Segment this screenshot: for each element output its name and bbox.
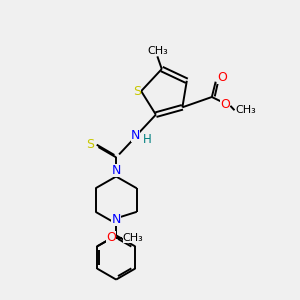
- Text: CH₃: CH₃: [147, 46, 168, 56]
- Text: O: O: [217, 71, 227, 84]
- Text: CH₃: CH₃: [123, 233, 143, 243]
- Text: N: N: [112, 213, 121, 226]
- Text: O: O: [220, 98, 230, 111]
- Text: H: H: [143, 133, 152, 146]
- Text: N: N: [130, 129, 140, 142]
- Text: CH₃: CH₃: [235, 105, 256, 115]
- Text: S: S: [86, 138, 94, 151]
- Text: N: N: [112, 164, 121, 176]
- Text: S: S: [133, 85, 141, 98]
- Text: O: O: [106, 231, 116, 244]
